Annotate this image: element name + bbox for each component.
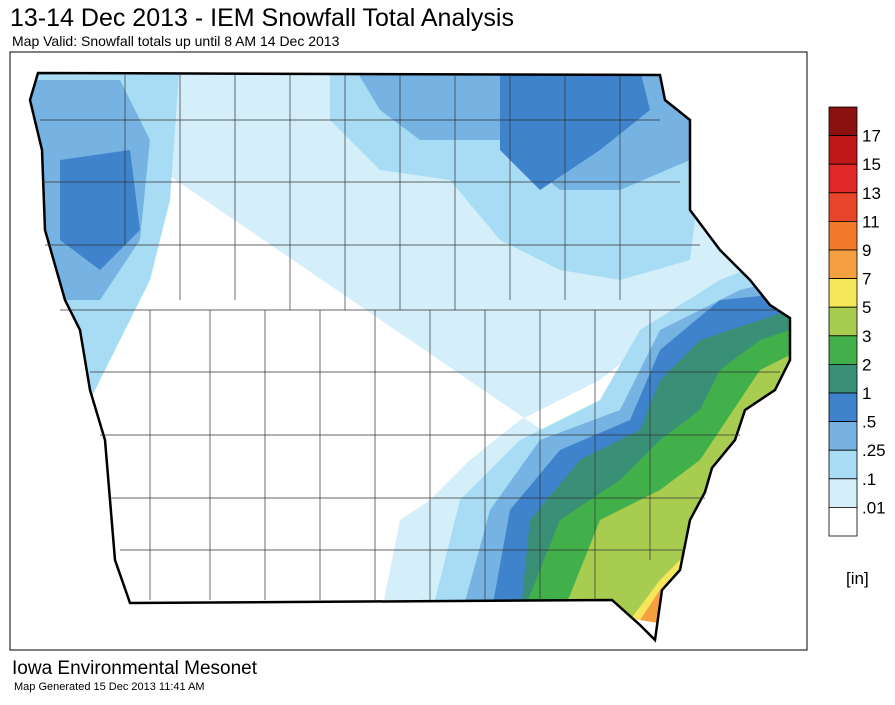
legend-swatch [828,106,858,137]
legend-label: 13 [862,184,881,203]
footer-org: Iowa Environmental Mesonet [12,658,258,679]
legend-unit: [in] [846,569,869,588]
legend-label: .1 [862,470,876,489]
legend-label: 17 [862,127,881,146]
legend-swatch [828,306,858,337]
legend-swatch [828,506,858,537]
county-lines [40,75,780,600]
legend-label: .01 [862,498,886,517]
legend-swatch [828,278,858,308]
legend-label: 11 [862,212,880,231]
legend-label: 1 [862,384,871,403]
subtitle: Map Valid: Snowfall totals up until 8 AM… [12,33,340,49]
legend-swatch [828,135,858,165]
legend-label: 15 [862,155,881,174]
legend-label: 5 [862,298,871,317]
state-outline [28,71,792,643]
legend-label: .25 [862,441,886,460]
legend-label: 3 [862,327,871,346]
legend-label: 2 [862,355,871,374]
title: 13-14 Dec 2013 - IEM Snowfall Total Anal… [10,4,514,32]
legend-swatch [828,449,858,480]
legend-label: 7 [862,270,871,289]
legend-swatch [828,363,858,394]
legend-swatch [828,478,858,508]
legend-swatch [828,220,858,251]
legend-swatch [828,421,858,451]
legend: 17 15 13 11 9 7 5 3 2 1 .5 .25 .1 .01 [828,106,886,537]
legend-swatch [828,192,858,222]
legend-label: .5 [862,413,876,432]
legend-swatch [828,249,858,280]
legend-swatch [828,163,858,194]
footer-generated: Map Generated 15 Dec 2013 11:41 AM [14,681,205,693]
legend-label: 9 [862,241,871,260]
legend-swatch [828,335,858,365]
legend-swatch [828,392,858,423]
